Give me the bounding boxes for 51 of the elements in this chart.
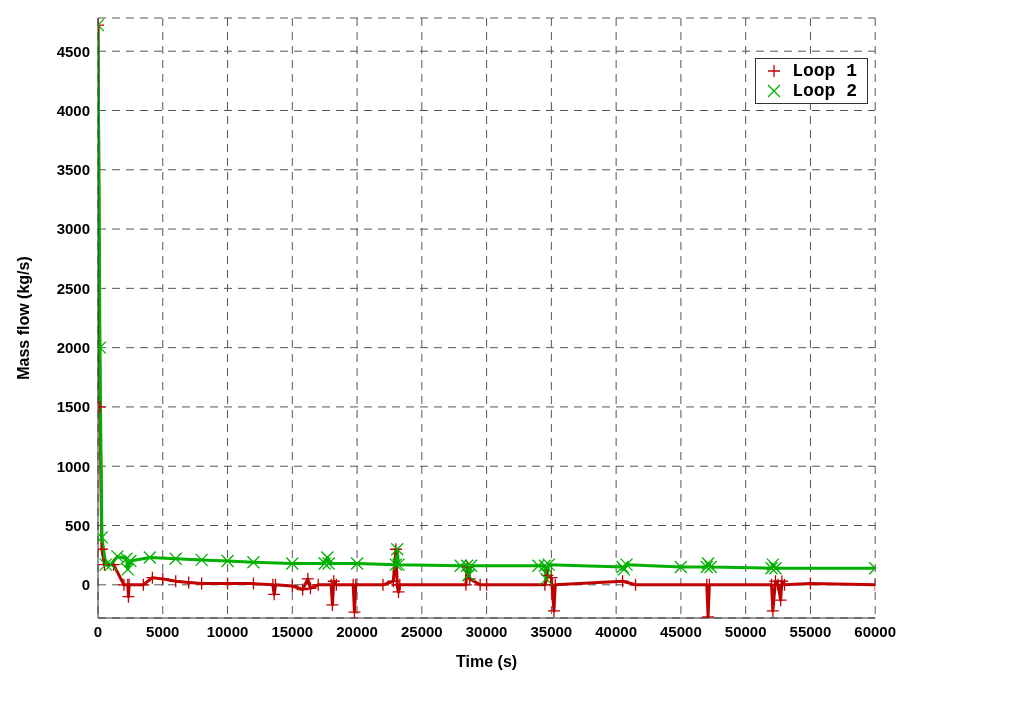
point xyxy=(704,560,718,574)
x-tick-label: 35000 xyxy=(530,622,573,640)
x-tick-label: 55000 xyxy=(789,622,832,640)
x-tick-label: 0 xyxy=(93,622,103,640)
point xyxy=(764,561,779,575)
y-axis-title: Mass flow (kg/s) xyxy=(14,256,32,380)
y-tick-label: 2500 xyxy=(56,279,90,297)
y-tick-label: 4000 xyxy=(56,101,90,119)
point xyxy=(700,560,714,574)
point xyxy=(110,549,125,563)
y-tick-label: 3500 xyxy=(56,161,90,179)
y-tick-label: 1000 xyxy=(56,457,90,475)
point xyxy=(119,552,134,566)
point xyxy=(701,556,715,571)
point xyxy=(169,552,183,566)
y-tick-label: 500 xyxy=(64,516,90,534)
x-tick-label: 40000 xyxy=(595,622,637,640)
y-tick-label: 2000 xyxy=(56,338,90,356)
point xyxy=(285,556,299,571)
y-tick-label: 0 xyxy=(81,576,90,594)
point xyxy=(143,550,157,565)
point xyxy=(321,556,336,571)
x-tick-label: 50000 xyxy=(724,622,767,640)
legend-label: Loop 2 xyxy=(792,81,857,101)
point xyxy=(674,560,688,574)
x-tick-label: 30000 xyxy=(465,622,508,640)
x-tick-label: 60000 xyxy=(854,622,897,640)
point xyxy=(123,554,138,568)
point xyxy=(539,572,553,586)
x-tick-label: 20000 xyxy=(336,622,378,640)
y-tick-label: 4500 xyxy=(56,42,90,60)
y-tick-label: 1500 xyxy=(56,398,90,416)
x-tick-label: 5000 xyxy=(146,622,180,640)
point xyxy=(461,568,476,582)
y-tick-label: 3000 xyxy=(56,220,90,238)
point xyxy=(318,556,332,571)
legend-label: Loop 1 xyxy=(792,61,857,81)
x-tick-label: 10000 xyxy=(206,622,249,640)
x-tick-label: 45000 xyxy=(660,622,702,640)
x-tick-label: 15000 xyxy=(271,622,314,640)
point xyxy=(538,559,552,573)
point xyxy=(194,553,209,567)
point xyxy=(766,557,780,572)
point xyxy=(619,557,634,572)
point xyxy=(121,562,135,577)
point xyxy=(768,561,783,575)
point xyxy=(220,554,235,568)
x-axis-title: Time (s) xyxy=(456,653,518,671)
point xyxy=(246,555,261,569)
x-tick-label: 25000 xyxy=(400,622,443,640)
point xyxy=(350,556,364,571)
